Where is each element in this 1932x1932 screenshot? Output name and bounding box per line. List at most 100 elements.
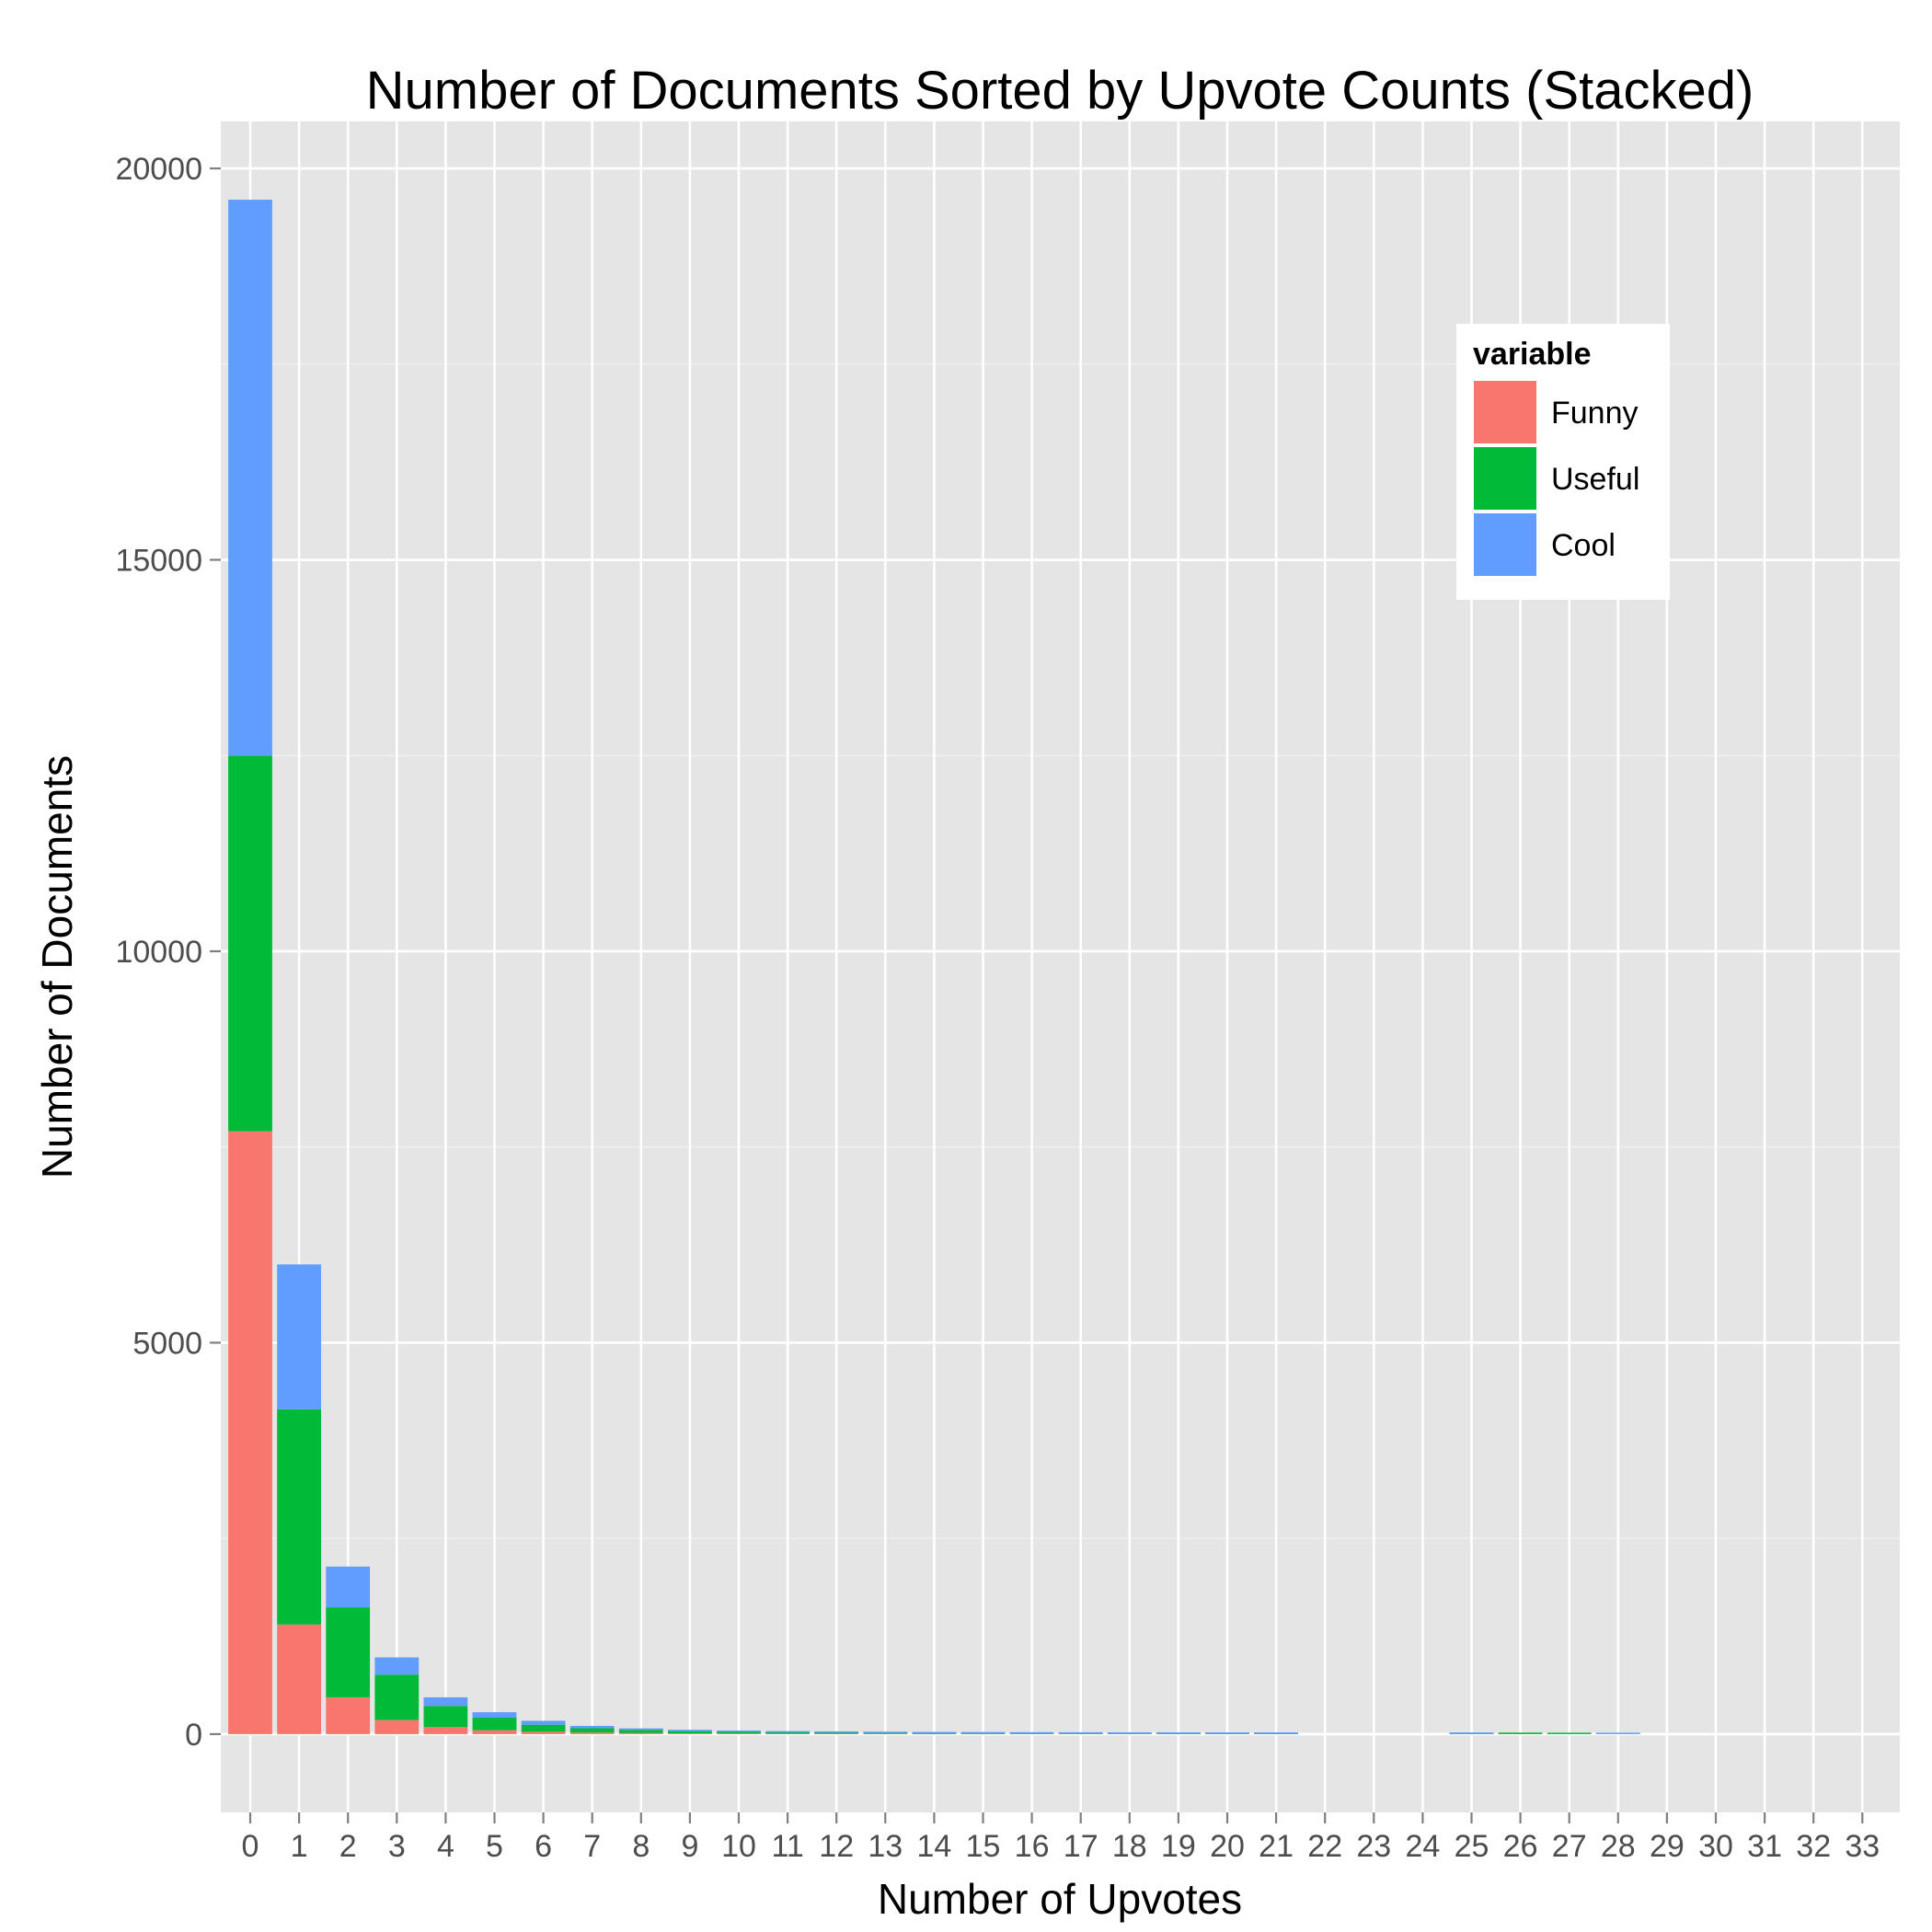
minor-gridlines xyxy=(221,363,1900,1539)
y-tick-label: 5000 xyxy=(132,1326,202,1361)
bar-segment-cool xyxy=(228,200,272,756)
x-tick-label: 17 xyxy=(1064,1829,1098,1864)
legend-label-cool: Cool xyxy=(1551,528,1616,563)
x-tick-label: 18 xyxy=(1112,1829,1147,1864)
bar-segment-useful xyxy=(472,1718,517,1731)
bar-segment-funny xyxy=(618,1732,663,1734)
y-tick-label: 15000 xyxy=(115,544,202,579)
x-tick-label: 10 xyxy=(721,1829,756,1864)
x-tick-label: 26 xyxy=(1503,1829,1538,1864)
legend-key-cool xyxy=(1472,512,1538,578)
x-tick-label: 32 xyxy=(1796,1829,1831,1864)
bar-segment-useful xyxy=(765,1731,810,1734)
bar-segment-funny xyxy=(423,1727,468,1734)
x-tick-label: 5 xyxy=(486,1829,503,1864)
bar-segment-cool xyxy=(1058,1731,1103,1734)
bar-segment-cool xyxy=(423,1696,468,1707)
bar-segment-useful xyxy=(569,1728,615,1733)
bar-segment-funny xyxy=(277,1624,321,1734)
x-tick-label: 29 xyxy=(1650,1829,1685,1864)
x-tick-label: 27 xyxy=(1552,1829,1587,1864)
bar-segment-cool xyxy=(374,1657,420,1675)
bar-segment-cool xyxy=(277,1264,321,1409)
bar-segment-cool xyxy=(521,1720,566,1725)
legend-key-funny xyxy=(1472,379,1538,445)
bar-segment-useful xyxy=(326,1607,371,1697)
bar-segment-cool xyxy=(1009,1731,1054,1734)
bar-segment-useful xyxy=(374,1674,420,1720)
x-tick-label: 14 xyxy=(916,1829,951,1864)
bar-segment-cool xyxy=(912,1731,957,1734)
x-tick-label: 16 xyxy=(1015,1829,1050,1864)
x-tick-label: 33 xyxy=(1845,1829,1880,1864)
bar-segment-cool xyxy=(1254,1732,1298,1734)
bar-segment-cool xyxy=(618,1728,663,1731)
bar-segment-cool xyxy=(765,1731,810,1733)
x-tick-label: 7 xyxy=(583,1829,601,1864)
x-tick-label: 19 xyxy=(1161,1829,1196,1864)
bar-segment-cool xyxy=(1595,1732,1640,1734)
bar-segment-cool xyxy=(717,1731,761,1732)
x-tick-label: 31 xyxy=(1747,1829,1782,1864)
bar-segment-funny xyxy=(569,1732,615,1734)
bar-segment-useful xyxy=(863,1732,908,1734)
bar-segment-cool xyxy=(668,1730,712,1731)
bar-segment-useful xyxy=(618,1730,663,1733)
x-tick-label: 25 xyxy=(1455,1829,1489,1864)
x-tick-label: 13 xyxy=(868,1829,903,1864)
x-tick-label: 21 xyxy=(1259,1829,1294,1864)
x-tick-label: 8 xyxy=(632,1829,650,1864)
x-tick-label: 24 xyxy=(1405,1829,1440,1864)
x-tick-label: 15 xyxy=(966,1829,1001,1864)
bar-segment-funny xyxy=(228,1131,272,1734)
x-tick-label: 9 xyxy=(681,1829,698,1864)
bar-segment-funny xyxy=(521,1731,566,1734)
x-axis: 0 1 2 3 4 5 6 7 8 9 10 11 12 13 14 15 16 17 18 19 20 21 22 23 24… xyxy=(242,1812,1880,1864)
x-tick-label: 3 xyxy=(388,1829,406,1864)
bar-segment-cool xyxy=(1107,1731,1152,1734)
x-tick-label: 30 xyxy=(1698,1829,1733,1864)
x-tick-label: 20 xyxy=(1210,1829,1245,1864)
legend-label-useful: Useful xyxy=(1551,462,1639,497)
x-tick-label: 0 xyxy=(242,1829,259,1864)
bar-segment-useful xyxy=(1498,1732,1543,1734)
bar-segment-useful xyxy=(423,1706,468,1728)
y-tick-label: 0 xyxy=(185,1718,202,1753)
x-tick-label: 11 xyxy=(771,1829,803,1864)
bar-segment-useful xyxy=(814,1731,859,1734)
legend: variable Funny Useful Cool xyxy=(1456,324,1670,600)
bar-segment-funny xyxy=(472,1730,517,1734)
x-tick-label: 2 xyxy=(339,1829,357,1864)
x-tick-label: 28 xyxy=(1601,1829,1636,1864)
bar-segment-funny xyxy=(668,1732,712,1734)
bar-segment-useful xyxy=(1547,1732,1592,1734)
x-tick-label: 6 xyxy=(535,1829,552,1864)
bar-segment-useful xyxy=(521,1724,566,1732)
y-tick-label: 10000 xyxy=(115,935,202,970)
y-axis-title: Number of Documents xyxy=(33,755,81,1179)
bar-segment-useful xyxy=(668,1731,712,1734)
y-axis: 0 5000 10000 15000 20000 xyxy=(115,152,221,1753)
bar-segment-useful xyxy=(717,1731,761,1734)
x-axis-title: Number of Upvotes xyxy=(878,1875,1242,1923)
chart-title: Number of Documents Sorted by Upvote Cou… xyxy=(366,61,1754,121)
x-tick-label: 12 xyxy=(819,1829,854,1864)
bar-segment-cool xyxy=(960,1731,1006,1734)
bar-segment-cool xyxy=(814,1731,859,1733)
bar-segment-cool xyxy=(1449,1732,1494,1734)
bar-layer xyxy=(228,200,1640,1734)
y-tick-label: 20000 xyxy=(115,152,202,187)
bar-segment-cool xyxy=(1156,1732,1201,1734)
x-tick-label: 22 xyxy=(1307,1829,1342,1864)
x-tick-label: 23 xyxy=(1356,1829,1391,1864)
bar-segment-funny xyxy=(374,1719,420,1734)
bar-segment-cool xyxy=(326,1566,371,1608)
bar-segment-useful xyxy=(228,755,272,1132)
legend-items: Funny Useful Cool xyxy=(1472,379,1639,578)
bar-segment-funny xyxy=(326,1696,371,1734)
bar-segment-useful xyxy=(277,1409,321,1625)
x-tick-label: 1 xyxy=(291,1829,308,1864)
legend-key-useful xyxy=(1472,445,1538,512)
bar-segment-cool xyxy=(863,1731,908,1733)
bar-segment-cool xyxy=(472,1712,517,1719)
